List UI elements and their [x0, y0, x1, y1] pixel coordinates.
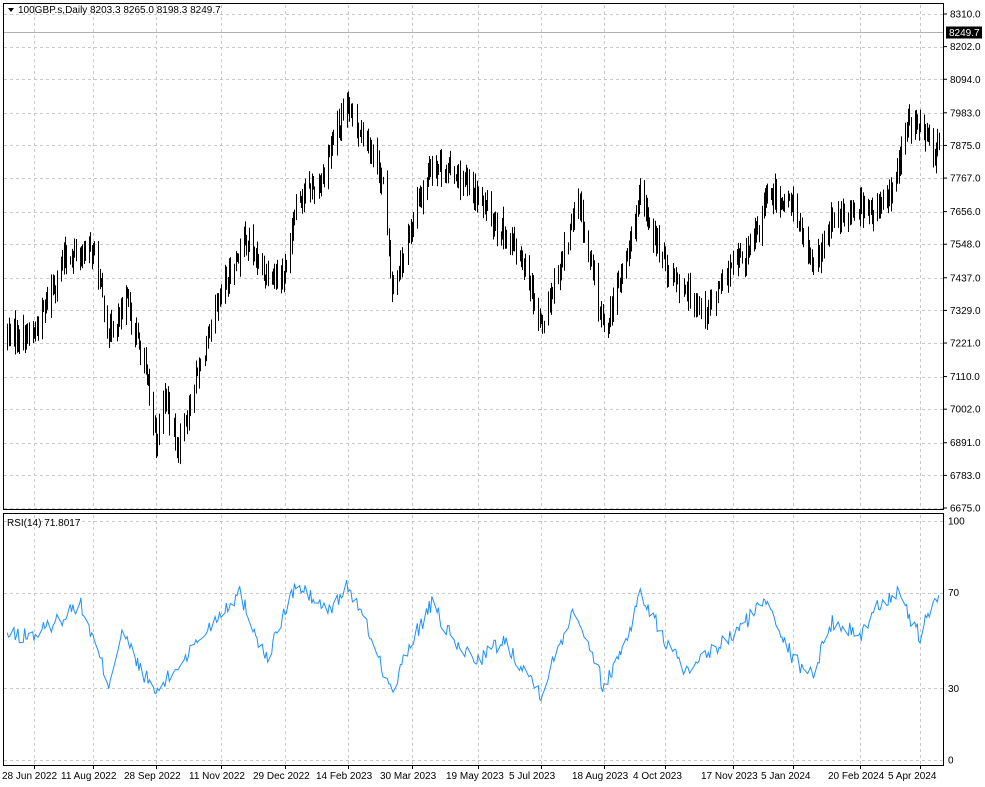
price-tick-label: 8202.0 [950, 42, 981, 53]
price-tick-label: 7548.0 [950, 240, 981, 251]
time-tick-label: 20 Feb 2024 [828, 771, 885, 782]
price-bars [7, 91, 940, 465]
rsi-tick-label: 100 [948, 517, 965, 528]
time-tick-label: 5 Jan 2024 [761, 771, 811, 782]
time-tick-label: 29 Dec 2022 [253, 771, 310, 782]
price-tick-label: 7656.0 [950, 207, 981, 218]
price-tick-label: 7983.0 [950, 108, 981, 119]
time-tick-label: 11 Aug 2022 [61, 771, 117, 782]
price-tick-label: 7875.0 [950, 141, 981, 152]
price-tick-label: 8094.0 [950, 75, 981, 86]
price-tick-label: 7329.0 [950, 306, 981, 317]
rsi-tick-label: 30 [948, 684, 960, 695]
grid [4, 5, 943, 765]
price-tick-label: 7221.0 [950, 339, 981, 350]
time-tick-label: 14 Feb 2023 [316, 771, 373, 782]
rsi-label: RSI(14) 71.8017 [7, 518, 81, 529]
time-tick-label: 28 Jun 2022 [2, 771, 57, 782]
time-tick-label: 17 Nov 2023 [701, 771, 758, 782]
time-tick-label: 30 Mar 2023 [380, 771, 437, 782]
price-panel-frame [3, 3, 944, 510]
price-tick-label: 8310.0 [950, 10, 981, 21]
time-tick-label: 11 Nov 2022 [189, 771, 245, 782]
price-tick-label: 7437.0 [950, 273, 981, 284]
ohlc-values: 8203.3 8265.0 8198.3 8249.7 [90, 5, 221, 16]
price-tick-label: 6891.0 [950, 438, 981, 449]
rsi-axis: 100 70 30 0 [948, 517, 965, 767]
price-tick-label: 6675.0 [950, 504, 981, 515]
price-tick-label: 6783.0 [950, 471, 981, 482]
rsi-series-line [6, 579, 940, 702]
time-tick-label: 19 May 2023 [446, 771, 504, 782]
time-tick-label: 5 Apr 2024 [888, 771, 937, 782]
price-tick-label: 7110.0 [950, 372, 980, 383]
symbol-label: 100GBP.s,Daily [18, 5, 87, 16]
dropdown-triangle-icon[interactable] [8, 8, 14, 12]
price-tick-label: 7002.0 [950, 405, 981, 416]
rsi-tick-label: 70 [948, 588, 960, 599]
rsi-panel-frame [3, 513, 944, 766]
symbol-header[interactable]: 100GBP.s,Daily 8203.3 8265.0 8198.3 8249… [8, 5, 221, 16]
rsi-indicator [6, 579, 940, 702]
time-tick-label: 4 Oct 2023 [633, 771, 682, 782]
time-tick-label: 18 Aug 2023 [572, 771, 629, 782]
rsi-tick-label: 0 [948, 756, 954, 767]
time-axis: 28 Jun 2022 11 Aug 2022 28 Sep 2022 11 Nov … [2, 765, 937, 782]
price-tag: 8249.7 [946, 26, 982, 39]
time-tick-label: 5 Jul 2023 [509, 771, 556, 782]
price-tag-label: 8249.7 [949, 28, 980, 39]
price-tick-label: 7767.0 [950, 174, 981, 185]
price-axis: 8310.0 8202.0 8094.0 7983.0 7875.0 7767.0 7656… [943, 10, 981, 515]
time-tick-label: 28 Sep 2022 [124, 771, 181, 782]
